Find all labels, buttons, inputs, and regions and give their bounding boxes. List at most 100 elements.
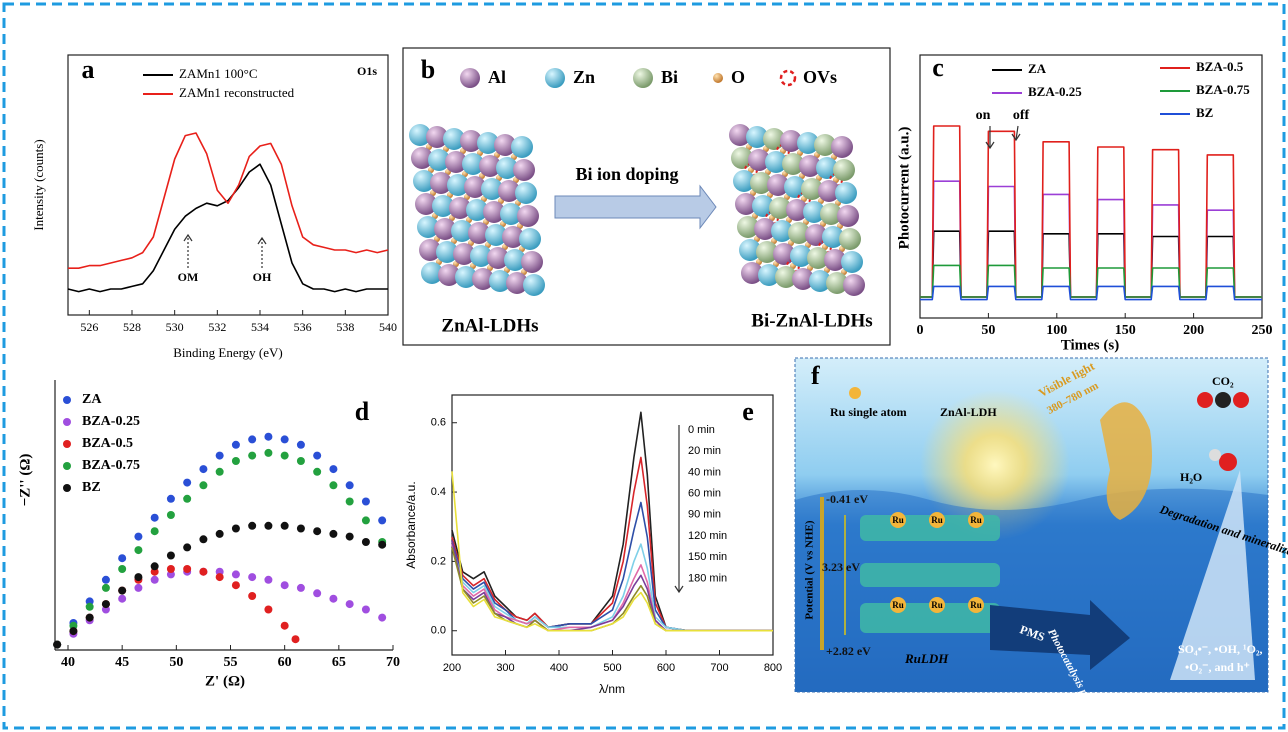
data-point (102, 584, 110, 592)
y-axis-label: Photocurrent (a.u.) (896, 127, 912, 250)
data-point (329, 595, 337, 603)
x-tick-label: 540 (379, 320, 397, 334)
legend-sphere (460, 68, 480, 88)
data-point (102, 576, 110, 584)
x-tick-label: 800 (764, 662, 782, 674)
legend-label: 40 min (688, 466, 721, 478)
data-point (118, 565, 126, 573)
data-point (329, 465, 337, 473)
legend-label: 120 min (688, 530, 727, 542)
data-point (53, 641, 61, 649)
diagram-label: SO₄•⁻, •OH, ¹O₂, (1178, 642, 1263, 656)
y-tick-label: 0.0 (431, 625, 446, 637)
annotation: on (976, 108, 991, 123)
legend-label: BZA-0.75 (1196, 82, 1250, 97)
legend-label: BZA-0.75 (82, 458, 140, 473)
data-point (346, 600, 354, 608)
ldh-layer (860, 563, 1000, 587)
x-tick-label: 600 (657, 662, 675, 674)
legend-label: 20 min (688, 445, 721, 457)
page: {"chart_data": [ {"type": "line", "panel… (0, 0, 1288, 732)
data-point (69, 627, 77, 635)
x-tick-label: 100 (1046, 323, 1067, 338)
legend-swatch (63, 484, 71, 492)
data-point (199, 481, 207, 489)
data-line (452, 457, 773, 630)
data-line (920, 181, 1262, 297)
legend-swatch (63, 462, 71, 470)
data-point (232, 570, 240, 578)
diagram-label: Ru (931, 600, 943, 610)
data-point (264, 449, 272, 457)
x-axis-label: λ/nm (599, 682, 625, 696)
data-point (248, 573, 256, 581)
data-point (264, 576, 272, 584)
data-line (920, 265, 1262, 297)
structure-label: ZnAl-LDHs (441, 315, 538, 336)
atom-sphere (521, 251, 543, 273)
data-point (134, 584, 142, 592)
x-axis-label: Times (s) (1061, 337, 1119, 353)
x-tick-label: 530 (166, 320, 184, 334)
legend-label: BZ (82, 480, 101, 495)
data-point (86, 614, 94, 622)
x-tick-label: 200 (443, 662, 461, 674)
data-point (248, 592, 256, 600)
diagram-label: 3.23 eV (822, 560, 860, 574)
legend-sphere (713, 73, 723, 83)
y-tick-label: 0.2 (431, 555, 446, 567)
x-axis-label: Binding Energy (eV) (173, 345, 283, 360)
data-line (68, 164, 388, 291)
data-point (151, 527, 159, 535)
data-point (248, 435, 256, 443)
annotation: O1s (357, 64, 377, 78)
data-point (264, 606, 272, 614)
data-point (86, 603, 94, 611)
x-tick-label: 400 (550, 662, 568, 674)
data-point (118, 587, 126, 595)
y-axis-label: −Z'' (Ω) (17, 454, 33, 507)
x-tick-label: 528 (123, 320, 141, 334)
data-point (232, 457, 240, 465)
x-tick-label: 40 (61, 655, 75, 670)
data-point (151, 562, 159, 570)
data-point (151, 576, 159, 584)
data-point (346, 481, 354, 489)
atom-sphere (833, 159, 855, 181)
atom-sphere (523, 274, 545, 296)
y-axis-label: Absorbance/a.u. (404, 481, 418, 568)
data-point (183, 495, 191, 503)
data-point (134, 573, 142, 581)
legend-swatch (63, 396, 71, 404)
x-tick-label: 300 (496, 662, 514, 674)
panel-label: e (742, 397, 754, 426)
legend-label: Al (488, 67, 506, 87)
diagram-label: Ru (892, 600, 904, 610)
x-tick-label: 500 (603, 662, 621, 674)
panel-label: d (355, 397, 370, 426)
data-point (362, 498, 370, 506)
legend-label: 60 min (688, 488, 721, 500)
data-point (199, 568, 207, 576)
data-point (102, 600, 110, 608)
x-tick-label: 45 (115, 655, 129, 670)
molecule-atom (1197, 392, 1213, 408)
legend-label: Zn (573, 67, 595, 87)
annotation: OH (253, 270, 272, 284)
panel-label: a (82, 55, 95, 84)
data-point (232, 525, 240, 533)
molecule-atom (1233, 392, 1249, 408)
data-point (281, 435, 289, 443)
data-point (167, 552, 175, 560)
legend-label: 150 min (688, 551, 727, 563)
legend-swatch (63, 440, 71, 448)
legend-label: O (731, 67, 745, 87)
data-point (134, 546, 142, 554)
legend-label: 180 min (688, 572, 727, 584)
legend-label: BZ (1196, 105, 1214, 120)
x-tick-label: 70 (386, 655, 400, 670)
data-point (118, 595, 126, 603)
data-point (297, 457, 305, 465)
data-point (199, 465, 207, 473)
data-point (378, 614, 386, 622)
